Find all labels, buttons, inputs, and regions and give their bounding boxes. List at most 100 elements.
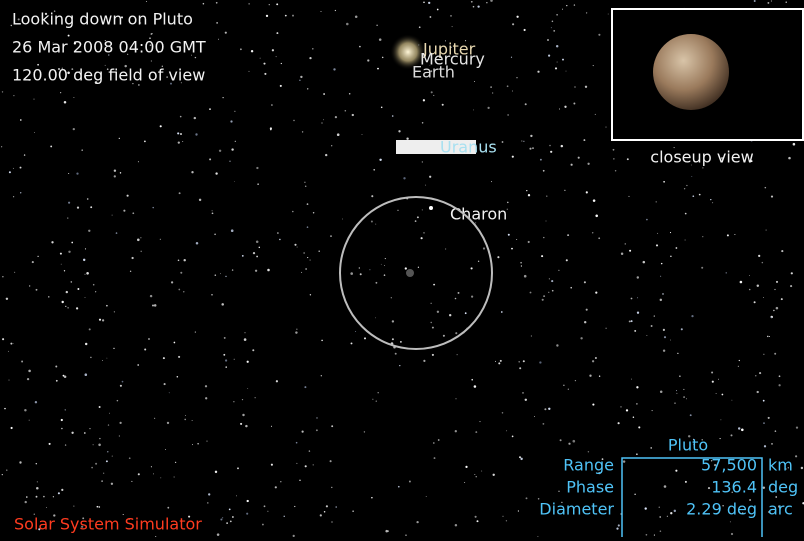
planet-label: Uranus: [440, 138, 497, 157]
star: [377, 68, 379, 70]
star: [521, 140, 522, 141]
star: [464, 482, 465, 483]
star: [769, 336, 770, 337]
star: [471, 379, 473, 381]
star: [423, 99, 425, 101]
star: [220, 273, 221, 274]
star: [177, 132, 179, 134]
star: [663, 349, 665, 351]
star: [240, 423, 242, 425]
star: [571, 164, 573, 166]
star: [256, 167, 258, 169]
star: [400, 341, 402, 343]
star: [68, 173, 69, 174]
star: [9, 171, 11, 173]
star: [741, 429, 744, 432]
star: [556, 14, 558, 16]
star: [13, 168, 14, 169]
star: [656, 201, 657, 202]
star: [547, 39, 549, 41]
star: [708, 487, 710, 489]
star: [10, 343, 12, 345]
star: [691, 176, 692, 177]
star: [101, 480, 103, 482]
star: [165, 449, 166, 450]
star: [160, 239, 161, 240]
star: [595, 215, 598, 218]
star: [99, 319, 101, 321]
star: [768, 417, 770, 419]
star: [731, 400, 732, 401]
star: [766, 230, 767, 231]
star: [382, 57, 384, 59]
star: [240, 48, 242, 50]
star: [763, 297, 764, 298]
star: [146, 1, 147, 2]
star: [773, 310, 774, 311]
star: [352, 114, 354, 116]
star: [209, 158, 211, 160]
star: [230, 120, 232, 122]
star: [244, 338, 247, 341]
star: [764, 445, 766, 447]
star: [738, 366, 739, 367]
star: [50, 145, 52, 147]
star: [89, 428, 90, 429]
star: [431, 303, 432, 304]
star: [586, 12, 587, 13]
star: [586, 309, 588, 311]
star: [34, 132, 35, 133]
star: [502, 412, 504, 414]
star: [662, 293, 663, 294]
star: [61, 301, 63, 303]
star: [304, 182, 305, 183]
star: [37, 481, 38, 482]
star: [73, 506, 74, 507]
star: [631, 298, 633, 300]
star: [218, 39, 219, 40]
star: [776, 281, 778, 283]
simulator-view: Looking down on Pluto 26 Mar 2008 04:00 …: [0, 0, 804, 537]
star: [320, 514, 322, 516]
star: [379, 159, 381, 161]
info-unit: deg: [768, 478, 798, 497]
star: [562, 59, 564, 61]
star: [627, 158, 629, 160]
star: [585, 86, 587, 88]
star: [220, 518, 222, 520]
star: [677, 353, 678, 354]
star: [450, 15, 451, 16]
view-fov: 120.00 deg field of view: [12, 66, 205, 85]
star: [137, 364, 139, 366]
star: [562, 9, 563, 10]
star: [774, 353, 776, 355]
star: [335, 506, 337, 508]
star: [305, 186, 307, 188]
star: [508, 234, 510, 236]
star: [455, 298, 457, 300]
star: [598, 237, 600, 239]
star: [691, 315, 693, 317]
star: [417, 216, 419, 218]
star: [426, 496, 427, 497]
star: [540, 159, 542, 161]
star: [267, 511, 268, 512]
star: [491, 181, 492, 182]
star: [433, 442, 435, 444]
star: [676, 393, 677, 394]
star: [419, 26, 421, 28]
star: [309, 57, 311, 59]
star: [449, 314, 451, 316]
star: [645, 507, 647, 509]
star: [646, 335, 647, 336]
star: [438, 439, 440, 441]
star: [321, 11, 322, 12]
star: [154, 418, 155, 419]
star: [87, 198, 89, 200]
star: [512, 23, 514, 25]
star: [360, 273, 362, 275]
star: [455, 524, 457, 526]
star: [225, 359, 227, 361]
star: [471, 296, 473, 298]
star: [304, 386, 306, 388]
